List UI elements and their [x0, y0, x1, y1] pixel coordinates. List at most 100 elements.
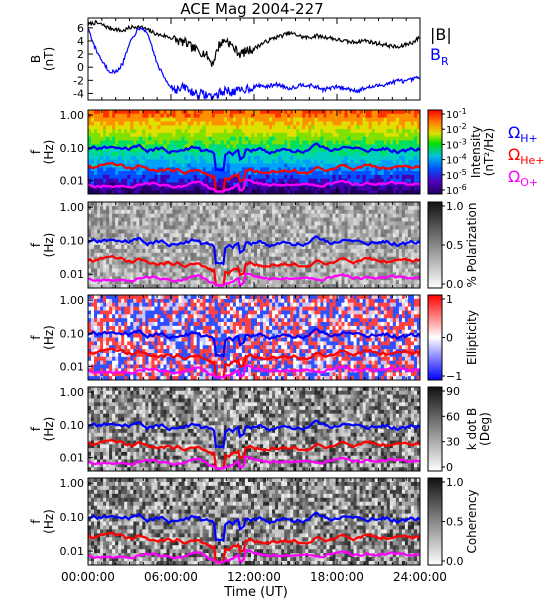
spectrogram-cell: [404, 248, 409, 254]
spectrogram-cell: [139, 186, 143, 191]
spectrogram-cell: [232, 182, 237, 187]
spectrogram-cell: [157, 209, 161, 215]
spectrogram-cell: [133, 217, 137, 222]
spectrogram-cell: [395, 140, 400, 145]
spectrogram-cell: [118, 202, 122, 207]
spectrogram-cell: [389, 276, 394, 281]
spectrogram-cell: [263, 225, 267, 230]
spectrogram-cell: [293, 252, 297, 258]
spectrogram-cell: [257, 202, 261, 207]
spectrogram-cell: [368, 217, 373, 222]
spectrogram-cell: [133, 159, 137, 164]
spectrogram-cell: [356, 117, 360, 122]
spectrogram-cell: [181, 110, 185, 115]
spectrogram-cell: [127, 129, 131, 134]
spectrogram-cell: [281, 268, 285, 273]
h-gyrofrequency-line: [87, 142, 421, 173]
colorbar-tick-base: 10: [446, 171, 459, 182]
spectrogram-cell: [417, 113, 421, 118]
spectrogram-cell: [386, 186, 391, 191]
spectrogram-cell: [97, 178, 101, 183]
spectrogram-cell: [398, 213, 403, 218]
spectrogram-cell: [193, 272, 197, 277]
spectrogram-cell: [380, 132, 385, 138]
spectrogram-cell: [344, 117, 348, 122]
spectrogram-cell: [293, 284, 297, 289]
spectrogram-cell: [386, 121, 391, 126]
spectrogram-cell: [374, 248, 379, 254]
spectrogram-cell: [347, 260, 351, 265]
spectrogram-cell: [347, 182, 351, 187]
spectrogram-cell: [205, 209, 210, 215]
spectrogram-cell: [344, 171, 348, 176]
spectrogram-cell: [281, 202, 285, 207]
spectrogram-cell: [350, 252, 354, 258]
spectrogram-cell: [341, 213, 345, 218]
spectrogram-cell: [202, 248, 207, 254]
spectrogram-cell: [386, 110, 391, 115]
spectrogram-cell: [404, 155, 409, 160]
spectrogram-cell: [199, 190, 204, 195]
spectrogram-cell: [299, 209, 303, 215]
spectrogram-cell: [235, 252, 240, 258]
spectrogram-cell: [175, 205, 179, 211]
spectrogram-cell: [226, 229, 231, 234]
spectrogram-cell: [163, 229, 167, 234]
spectrogram-cell: [241, 129, 246, 134]
spectrogram-cell: [118, 144, 122, 149]
spectrogram-cell: [133, 186, 137, 191]
spectrogram-cell: [214, 140, 219, 145]
spectrogram-cell: [377, 256, 382, 261]
spectrogram-cell: [229, 284, 234, 289]
spectrogram-cell: [196, 171, 201, 176]
spectrogram-cell: [308, 229, 312, 234]
spectrogram-cell: [398, 229, 403, 234]
spectrogram-cell: [374, 272, 379, 277]
spectrogram-cell: [359, 213, 363, 218]
spectrogram-cell: [124, 171, 128, 176]
spectrogram-cell: [151, 144, 155, 149]
spectrogram-cell: [251, 159, 255, 164]
spectrogram-cell: [103, 136, 107, 141]
spectrogram-cell: [145, 252, 149, 258]
spectrogram-cell: [254, 276, 258, 281]
spectrogram-cell: [136, 205, 140, 211]
spectrogram-cell: [121, 252, 125, 258]
spectrogram-cell: [172, 260, 176, 265]
spectrogram-cell: [323, 252, 327, 258]
spectrogram-cell: [118, 163, 122, 168]
spectrogram-cell: [244, 163, 249, 168]
spectrogram-cell: [121, 121, 125, 126]
spectrogram-cell: [269, 178, 273, 183]
spectrogram-cell: [226, 233, 231, 238]
spectrogram-cell: [241, 167, 246, 172]
spectrogram-cell: [281, 121, 285, 126]
spectrogram-cell: [392, 174, 397, 180]
spectrogram-cell: [220, 152, 225, 157]
spectrogram-cell: [232, 163, 237, 168]
spectrogram-cell: [226, 182, 231, 187]
spectrogram-cell: [136, 121, 140, 126]
spectrogram-cell: [151, 252, 155, 258]
spectrogram-cell: [317, 148, 321, 153]
spectrogram-cell: [290, 209, 294, 215]
spectrogram-cell: [269, 241, 273, 246]
spectrogram-cell: [341, 260, 345, 265]
spectrogram-cell: [181, 152, 185, 157]
spectrogram-cell: [299, 117, 303, 122]
spectrogram-cell: [305, 245, 309, 250]
y-tick-label: -4: [73, 87, 84, 100]
spectrogram-cell: [115, 190, 119, 195]
spectrogram-cell: [118, 121, 122, 126]
spectrogram-cell: [109, 182, 113, 187]
spectrogram-cell: [275, 260, 279, 265]
spectrogram-cell: [284, 237, 288, 242]
spectrogram-cell: [97, 113, 101, 118]
spectrogram-cell: [154, 221, 158, 226]
spectrogram-cell: [91, 217, 95, 222]
spectrogram-cell: [332, 186, 336, 191]
spectrogram-cell: [353, 245, 357, 250]
spectrogram-cell: [151, 205, 155, 211]
spectrogram-cell: [404, 205, 409, 211]
spectrogram-cell: [314, 110, 318, 115]
